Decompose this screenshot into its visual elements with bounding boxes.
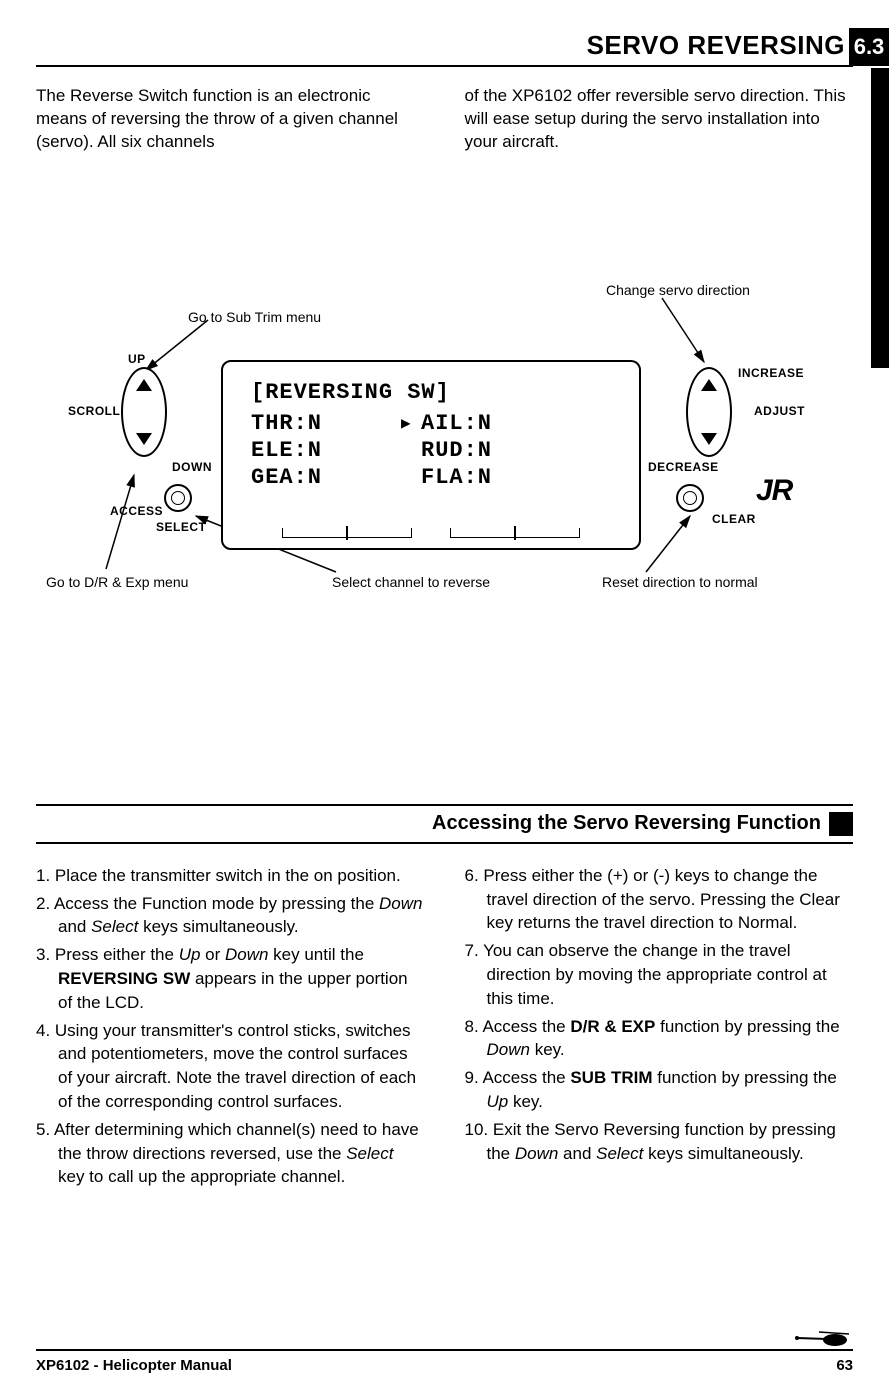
- side-black-bar: [871, 68, 889, 368]
- intro-col-1: The Reverse Switch function is an electr…: [36, 85, 425, 154]
- steps-col-1: 1. Place the transmitter switch in the o…: [36, 864, 425, 1193]
- page-title: SERVO REVERSING: [587, 30, 845, 61]
- header-row: SERVO REVERSING: [36, 30, 853, 67]
- label-select: SELECT: [156, 520, 206, 534]
- label-down: DOWN: [172, 460, 212, 474]
- label-scroll: SCROLL: [68, 404, 120, 418]
- subheader-title: Accessing the Servo Reversing Function: [432, 812, 821, 835]
- lcd-title: [REVERSING SW]: [251, 380, 611, 405]
- jr-logo: JR: [756, 474, 792, 508]
- footer-heli-icon: [793, 1326, 853, 1348]
- callout-select-channel: Select channel to reverse: [332, 574, 490, 590]
- footer: XP6102 - Helicopter Manual 63: [36, 1349, 853, 1374]
- steps-col-2: 6. Press either the (+) or (-) keys to c…: [465, 864, 854, 1193]
- lcd-rud: RUD:N: [421, 438, 541, 463]
- step-8: 8. Access the D/R & EXP function by pres…: [465, 1015, 854, 1063]
- subheader-marker: [829, 812, 853, 836]
- label-up: UP: [128, 352, 146, 366]
- step-1: 1. Place the transmitter switch in the o…: [36, 864, 425, 888]
- scroll-rocker: [121, 367, 167, 457]
- lcd-trim-bars: [263, 528, 599, 538]
- lcd-gea: GEA:N: [251, 465, 371, 490]
- step-4: 4. Using your transmitter's control stic…: [36, 1019, 425, 1114]
- steps: 1. Place the transmitter switch in the o…: [36, 864, 853, 1193]
- page-number: 63: [836, 1357, 853, 1374]
- lcd-fla: FLA:N: [421, 465, 541, 490]
- intro-text: The Reverse Switch function is an electr…: [36, 85, 853, 154]
- step-7: 7. You can observe the change in the tra…: [465, 939, 854, 1010]
- lcd-ail: AIL:N: [421, 411, 541, 436]
- label-adjust: ADJUST: [754, 404, 805, 418]
- step-6: 6. Press either the (+) or (-) keys to c…: [465, 864, 854, 935]
- step-9: 9. Access the SUB TRIM function by press…: [465, 1066, 854, 1114]
- select-button-icon: [164, 484, 192, 512]
- lcd-ele: ELE:N: [251, 438, 371, 463]
- label-increase: INCREASE: [738, 366, 804, 380]
- subheader-row: Accessing the Servo Reversing Function: [36, 804, 853, 844]
- footer-left: XP6102 - Helicopter Manual: [36, 1357, 232, 1374]
- label-decrease: DECREASE: [648, 460, 719, 474]
- step-2: 2. Access the Function mode by pressing …: [36, 892, 425, 940]
- arrow-change: [656, 292, 736, 372]
- section-number-tab: 6.3: [849, 28, 889, 66]
- step-10: 10. Exit the Servo Reversing function by…: [465, 1118, 854, 1166]
- intro-col-2: of the XP6102 offer reversible servo dir…: [465, 85, 854, 154]
- diagram: Go to Sub Trim menu Change servo directi…: [36, 274, 853, 704]
- lcd-thr: THR:N: [251, 411, 371, 436]
- adjust-rocker: [686, 367, 732, 457]
- label-access: ACCESS: [110, 504, 163, 518]
- lcd-screen: [REVERSING SW] THR:N AIL:N ELE:N RUD:N G…: [221, 360, 641, 550]
- step-3: 3. Press either the Up or Down key until…: [36, 943, 425, 1014]
- label-clear: CLEAR: [712, 512, 756, 526]
- step-5: 5. After determining which channel(s) ne…: [36, 1118, 425, 1189]
- clear-button-icon: [676, 484, 704, 512]
